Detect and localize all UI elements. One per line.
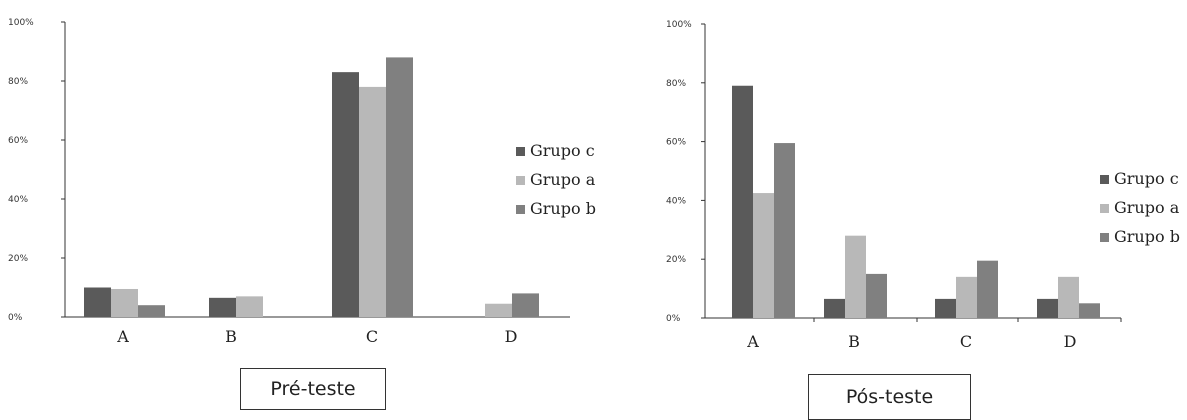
bar-b-grupo-c — [824, 298, 845, 318]
bar-c-grupo-c — [935, 298, 956, 318]
y-tick-label: 100% — [8, 18, 34, 28]
y-tick-label: 0% — [666, 314, 681, 324]
x-category-label: C — [960, 332, 972, 351]
bar-b-grupo-b — [866, 273, 887, 318]
legend-label: Grupo b — [1114, 227, 1180, 246]
x-category-label: D — [1064, 332, 1077, 351]
y-tick-label: 80% — [8, 77, 28, 87]
bar-d-grupo-a — [1058, 276, 1079, 318]
bar-d-grupo-b — [512, 293, 539, 317]
bar-a-grupo-c — [84, 287, 111, 317]
legend-label: Grupo c — [530, 141, 595, 160]
legend-label: Grupo b — [530, 199, 596, 218]
x-category-label: C — [366, 327, 378, 346]
bar-c-grupo-a — [956, 276, 977, 318]
y-tick-label: 100% — [666, 20, 692, 30]
bar-b-grupo-a — [845, 235, 866, 318]
pre-test-chart: 0% 20% 40% 60% 80% 100% A B C D Grupo c Grupo a Grup… — [8, 18, 596, 346]
bar-c-grupo-b — [386, 57, 413, 318]
y-tick-label: 40% — [666, 196, 686, 206]
legend-swatch — [516, 205, 525, 214]
legend-label: Grupo a — [1114, 198, 1180, 217]
y-tick-label: 0% — [8, 313, 23, 323]
pre-test-chart-panel: 0% 20% 40% 60% 80% 100% A B C D Grupo c Grupo a Grup… — [0, 0, 596, 417]
bar-a-grupo-a — [753, 193, 774, 318]
bar-a-grupo-a — [111, 288, 138, 317]
legend-swatch — [1100, 175, 1109, 184]
legend-swatch — [1100, 233, 1109, 242]
legend-swatch — [516, 176, 525, 185]
y-tick-label: 20% — [666, 255, 686, 265]
post-test-caption: Pós-teste — [808, 374, 971, 420]
legend-swatch — [516, 147, 525, 156]
legend-swatch — [1100, 204, 1109, 213]
bar-a-grupo-b — [138, 305, 165, 317]
bar-b-grupo-a — [236, 296, 263, 317]
pre-test-caption: Pré-teste — [240, 368, 386, 410]
bar-d-grupo-a — [485, 303, 512, 317]
bar-c-grupo-b — [977, 260, 998, 318]
bar-a-grupo-b — [774, 143, 795, 318]
bar-a-grupo-c — [732, 85, 753, 319]
post-test-chart-panel: 0% 20% 40% 60% 80% 100% A B C D Grupo c Grupo a Grup… — [594, 0, 1187, 420]
x-category-label: D — [505, 327, 518, 346]
y-tick-label: 40% — [8, 195, 28, 205]
post-test-chart: 0% 20% 40% 60% 80% 100% A B C D Grupo c Grupo a Grup… — [666, 20, 1180, 351]
x-category-label: A — [116, 327, 129, 346]
x-category-label: A — [746, 332, 759, 351]
bar-d-grupo-b — [1079, 303, 1100, 318]
y-tick-label: 60% — [8, 136, 28, 146]
y-tick-label: 20% — [8, 254, 28, 264]
legend-label: Grupo a — [530, 170, 596, 189]
bar-c-grupo-a — [359, 86, 386, 318]
x-category-label: B — [848, 332, 860, 351]
y-tick-label: 80% — [666, 79, 686, 89]
bar-b-grupo-c — [209, 297, 236, 317]
legend-label: Grupo c — [1114, 169, 1179, 188]
bar-c-grupo-c — [332, 72, 359, 318]
x-category-label: B — [225, 327, 237, 346]
y-tick-label: 60% — [666, 138, 686, 148]
bar-d-grupo-c — [1037, 298, 1058, 318]
